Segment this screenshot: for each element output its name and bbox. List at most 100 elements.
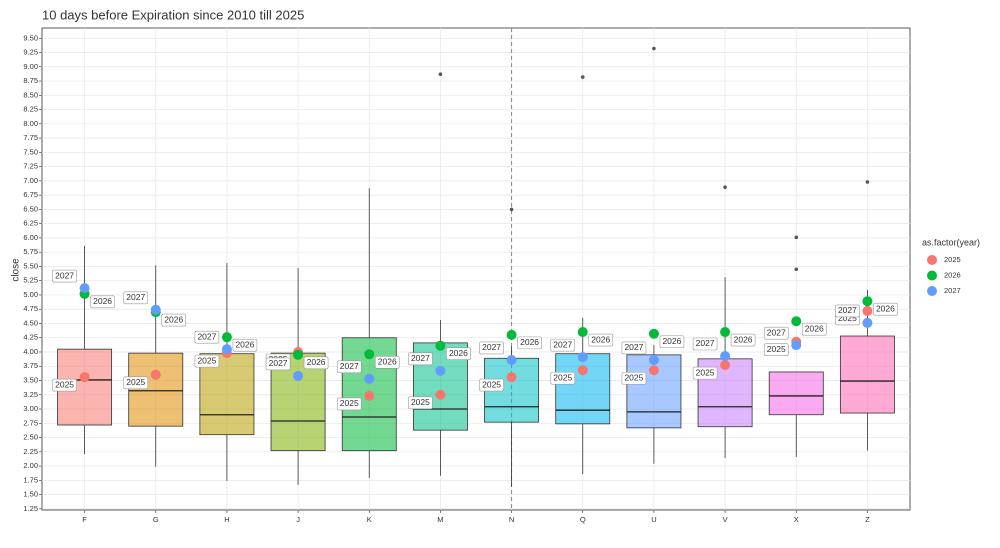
point-label: 2026	[805, 323, 824, 333]
point-label-box	[123, 291, 149, 305]
box	[555, 353, 611, 425]
outlier	[509, 207, 514, 212]
point	[720, 350, 731, 361]
point-label-box	[336, 397, 362, 411]
x-tick-label: F	[82, 515, 87, 524]
point-label: 2027	[624, 342, 643, 352]
x-tick-label: M	[437, 515, 443, 524]
y-tick-label: 8.25	[23, 105, 38, 114]
point	[862, 317, 873, 328]
y-tick-label: 7.50	[23, 147, 38, 156]
y-tick-label: 5.00	[23, 290, 38, 299]
y-tick-label: 1.75	[23, 475, 38, 484]
point-label: 2027	[269, 358, 288, 368]
point-label-box	[621, 341, 647, 355]
point-label: 2027	[767, 327, 786, 337]
y-tick-label: 1.25	[23, 504, 38, 513]
y-tick-label: 5.25	[23, 276, 38, 285]
legend-label: 2027	[944, 286, 961, 295]
point-label-box	[232, 338, 258, 352]
point	[577, 365, 588, 376]
point	[150, 369, 161, 380]
point-label: 2027	[126, 292, 145, 302]
point-label-box	[550, 371, 576, 385]
point	[364, 349, 375, 360]
point-label-box	[161, 313, 187, 327]
point-label: 2026	[93, 296, 112, 306]
point	[506, 329, 517, 340]
point-label: 2026	[449, 348, 468, 358]
y-tick-label: 3.25	[23, 390, 38, 399]
y-tick-label: 3.50	[23, 376, 38, 385]
y-tick-label: 6.00	[23, 233, 38, 242]
point-label: 2025	[553, 372, 572, 382]
point-label: 2025	[126, 377, 145, 387]
point	[791, 316, 802, 327]
x-tick-label: U	[651, 515, 656, 524]
y-tick-label: 9.00	[23, 62, 38, 71]
point	[648, 354, 659, 365]
box	[839, 335, 895, 414]
point-label: 2027	[340, 361, 359, 371]
y-tick-label: 7.25	[23, 162, 38, 171]
point-label-box	[374, 355, 400, 369]
y-tick-label: 7.00	[23, 176, 38, 185]
legend-marker	[927, 255, 937, 265]
y-tick-label: 8.00	[23, 119, 38, 128]
point-label-box	[873, 302, 898, 316]
point-label-box	[763, 343, 789, 357]
point-label-box	[194, 330, 220, 344]
point	[577, 352, 588, 363]
point	[648, 328, 659, 339]
x-tick-label: H	[224, 515, 229, 524]
point-label: 2025	[838, 313, 857, 323]
chart-title: 10 days before Expiration since 2010 til…	[42, 7, 304, 22]
point	[720, 327, 731, 338]
outlier	[723, 185, 727, 189]
y-tick-label: 6.75	[23, 190, 38, 199]
box	[768, 371, 824, 416]
legend-marker	[927, 286, 937, 296]
y-tick-label: 2.75	[23, 418, 38, 427]
point-label-box	[730, 333, 756, 347]
point-label-box	[408, 396, 433, 410]
plot-panel	[41, 27, 911, 511]
y-tick-label: 2.00	[23, 461, 38, 470]
y-tick-label: 9.25	[23, 48, 38, 57]
point-label-box	[550, 338, 576, 352]
point-label-box	[621, 371, 647, 385]
point	[79, 283, 90, 294]
y-tick-label: 4.00	[23, 347, 38, 356]
point	[79, 372, 90, 383]
point	[221, 332, 232, 343]
point-label-box	[194, 354, 220, 368]
outlier	[580, 75, 585, 79]
point-label: 2026	[307, 357, 326, 367]
point-label-box	[763, 326, 789, 340]
y-tick-label: 3.00	[23, 404, 38, 413]
point-label: 2026	[876, 303, 895, 313]
point-label: 2026	[734, 334, 753, 344]
point	[720, 360, 731, 371]
point	[506, 354, 517, 365]
point-label: 2025	[482, 379, 501, 389]
point-label-box	[517, 336, 542, 350]
point-label-box	[265, 357, 291, 371]
point-label: 2025	[696, 367, 715, 377]
point	[435, 389, 446, 400]
y-tick-label: 6.50	[23, 204, 38, 213]
y-tick-label: 7.75	[23, 133, 38, 142]
point-label: 2027	[55, 270, 74, 280]
x-tick-label: G	[153, 515, 159, 524]
point-label-box	[801, 322, 827, 336]
point	[862, 296, 873, 307]
point-label-box	[123, 376, 149, 390]
outlier	[794, 267, 799, 272]
point-label-box	[835, 304, 860, 318]
y-tick-label: 4.25	[23, 333, 38, 342]
point-label: 2027	[696, 338, 715, 348]
point-label: 2025	[55, 379, 74, 389]
point-label: 2027	[482, 342, 501, 352]
box	[128, 352, 184, 427]
point-label: 2026	[164, 314, 183, 324]
